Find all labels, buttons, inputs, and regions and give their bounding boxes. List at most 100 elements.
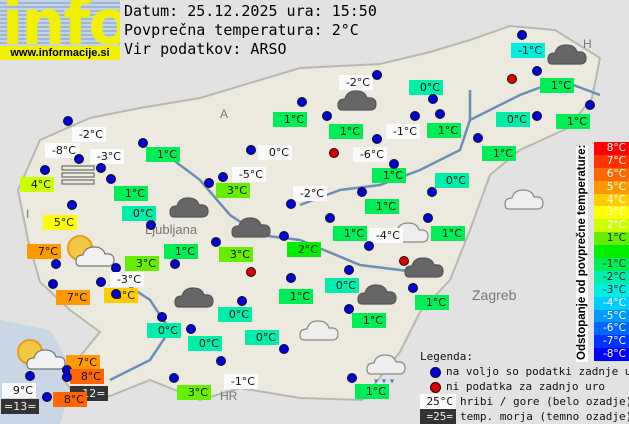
station-dot-no-data[interactable]: [399, 256, 409, 266]
station-dot[interactable]: [170, 259, 180, 269]
scale-step: -8°C: [594, 348, 629, 362]
scale-step: 6°C: [594, 167, 629, 181]
scale-step: 3°C: [594, 206, 629, 220]
station-dot[interactable]: [364, 241, 374, 251]
station-dot-no-data[interactable]: [329, 148, 339, 158]
station-dot[interactable]: [473, 133, 483, 143]
scale-step: 7°C: [594, 154, 629, 168]
station-dot[interactable]: [286, 273, 296, 283]
station-temperature: 7°C: [27, 244, 61, 259]
station-dot[interactable]: [279, 231, 289, 241]
station-dot[interactable]: [322, 111, 332, 121]
scale-step: 2°C: [594, 219, 629, 233]
station-dot[interactable]: [96, 163, 106, 173]
station-dot[interactable]: [279, 344, 289, 354]
station-dot[interactable]: [408, 283, 418, 293]
station-dot[interactable]: [111, 289, 121, 299]
station-dot-no-data[interactable]: [246, 267, 256, 277]
station-dot[interactable]: [146, 220, 156, 230]
station-dot[interactable]: [237, 296, 247, 306]
station-temperature: -2°C: [72, 127, 106, 142]
station-temperature: 1°C: [273, 112, 307, 127]
station-dot[interactable]: [62, 372, 72, 382]
station-temperature: -1°C: [511, 43, 545, 58]
station-dot[interactable]: [51, 259, 61, 269]
station-dot[interactable]: [347, 373, 357, 383]
station-temperature: 3°C: [219, 247, 253, 262]
station-temperature: 1°C: [355, 384, 389, 399]
station-dot[interactable]: [106, 174, 116, 184]
station-temperature: 1°C: [164, 244, 198, 259]
station-dot[interactable]: [204, 178, 214, 188]
station-temperature: 0°C: [409, 80, 443, 95]
rain-drop-icon: ▾: [381, 376, 387, 387]
station-dot[interactable]: [532, 111, 542, 121]
partly-cloudy-icon: [26, 349, 66, 370]
station-dot[interactable]: [157, 312, 167, 322]
rain-drop-icon: ▾: [373, 376, 379, 387]
overcast-cloud-icon: [174, 287, 214, 308]
station-dot[interactable]: [246, 145, 256, 155]
station-dot[interactable]: [96, 277, 106, 287]
station-dot[interactable]: [357, 187, 367, 197]
station-dot[interactable]: [42, 392, 52, 402]
station-dot[interactable]: [344, 265, 354, 275]
station-dot[interactable]: [389, 159, 399, 169]
station-dot[interactable]: [372, 70, 382, 80]
source-line: Vir podatkov: ARSO: [124, 40, 287, 58]
station-dot[interactable]: [63, 116, 73, 126]
station-temperature: 1°C: [365, 199, 399, 214]
station-dot[interactable]: [428, 94, 438, 104]
station-temperature: 8°C: [70, 369, 104, 384]
sea-sample: =25=: [420, 409, 456, 424]
scale-step: 4°C: [594, 193, 629, 207]
station-temperature: 4°C: [20, 177, 54, 192]
station-temperature: -2°C: [339, 75, 373, 90]
overcast-cloud-icon: [169, 197, 209, 218]
station-dot[interactable]: [372, 134, 382, 144]
station-dot[interactable]: [344, 304, 354, 314]
station-dot[interactable]: [435, 109, 445, 119]
station-dot[interactable]: [211, 237, 221, 247]
station-dot[interactable]: [186, 324, 196, 334]
station-dot[interactable]: [67, 200, 77, 210]
station-temperature: 1°C: [540, 78, 574, 93]
station-dot[interactable]: [25, 371, 35, 381]
station-temperature: -3°C: [110, 272, 144, 287]
station-dot[interactable]: [169, 373, 179, 383]
station-temperature: 0°C: [188, 336, 222, 351]
station-dot[interactable]: [410, 111, 420, 121]
station-dot[interactable]: [325, 213, 335, 223]
station-temperature: 1°C: [427, 123, 461, 138]
blue-dot-icon: [430, 366, 441, 378]
scale-title: Odstopanje od povprečne temperature:: [576, 144, 588, 362]
logo[interactable]: info www.informacije.si: [0, 0, 120, 60]
station-temperature: 1°C: [352, 313, 386, 328]
station-dot[interactable]: [40, 165, 50, 175]
station-dot[interactable]: [286, 199, 296, 209]
station-dot[interactable]: [216, 356, 226, 366]
station-dot[interactable]: [423, 213, 433, 223]
overcast-cloud-icon: [231, 217, 271, 238]
station-dot[interactable]: [138, 138, 148, 148]
legend: Legenda: na voljo so podatki zadnje ure …: [420, 349, 629, 424]
station-dot-no-data[interactable]: [507, 74, 517, 84]
station-dot[interactable]: [532, 66, 542, 76]
station-dot[interactable]: [517, 30, 527, 40]
station-temperature: 6°C: [104, 288, 138, 303]
legend-blue-dot: na voljo so podatki zadnje ure: [420, 364, 629, 379]
station-dot[interactable]: [427, 187, 437, 197]
map-label-zagreb: Zagreb: [472, 287, 517, 303]
station-dot[interactable]: [74, 154, 84, 164]
logo-url[interactable]: www.informacije.si: [0, 46, 120, 60]
map-label-croatia: HR: [220, 389, 238, 403]
partly-cloudy-icon: [75, 246, 115, 267]
station-dot[interactable]: [218, 172, 228, 182]
station-temperature: 3°C: [177, 385, 211, 400]
station-temperature: 1°C: [146, 147, 180, 162]
station-dot[interactable]: [585, 100, 595, 110]
station-dot[interactable]: [48, 279, 58, 289]
overcast-cloud-icon: [547, 44, 587, 65]
station-dot[interactable]: [297, 97, 307, 107]
date-line: Datum: 25.12.2025 ura: 15:50: [124, 2, 377, 20]
